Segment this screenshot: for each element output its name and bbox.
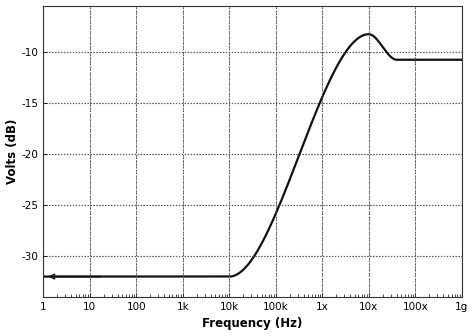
Y-axis label: Volts (dB): Volts (dB) [6, 119, 18, 184]
X-axis label: Frequency (Hz): Frequency (Hz) [202, 318, 303, 330]
